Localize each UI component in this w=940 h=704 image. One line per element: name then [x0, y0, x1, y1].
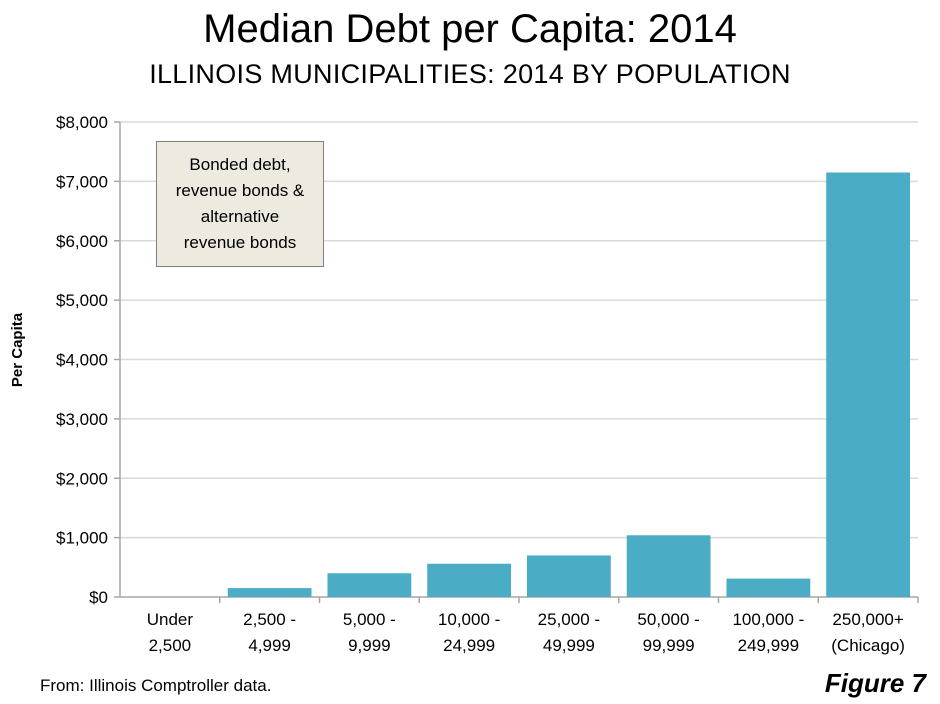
source-note: From: Illinois Comptroller data. [40, 676, 272, 695]
y-axis-label: Per Capita [9, 312, 26, 388]
y-tick-label: $8,000 [56, 113, 108, 132]
x-tick-label: Under 2,500 [147, 610, 194, 655]
x-tick-label: 10,000 -24,999 [438, 610, 500, 655]
x-tick-label: 25,000 -49,999 [538, 610, 600, 655]
x-tick-label: 2,500 -4,999 [243, 610, 296, 655]
y-tick-label: $2,000 [56, 469, 108, 488]
y-tick-label: $7,000 [56, 172, 108, 191]
bar [526, 555, 611, 597]
bar [227, 588, 312, 597]
y-tick-labels: $0 $1,000 $2,000 $3,000 $4,000 $5,000 $6,000 $7… [56, 113, 108, 607]
chart-annotation: Bonded debt, revenue bonds & alternative… [156, 141, 324, 267]
bar [626, 535, 711, 597]
y-tick-label: $3,000 [56, 410, 108, 429]
x-tick-label: 250,000+ (Chicago) [831, 610, 905, 655]
x-tick-label: 50,000 -99,999 [637, 610, 699, 655]
bar [427, 563, 512, 597]
x-tick-labels: Under 2,500 2,500 -4,999 5,000 -9,999 10,000… [147, 610, 905, 655]
bars [227, 172, 911, 597]
bar [327, 573, 412, 597]
y-tick-label: $4,000 [56, 351, 108, 370]
bar [826, 172, 911, 597]
x-tick-label: 5,000 -9,999 [343, 610, 396, 655]
x-tick-label: 100,000 -249,999 [732, 610, 804, 655]
figure-label: Figure 7 [824, 668, 926, 698]
y-tick-label: $0 [89, 588, 108, 607]
bar [726, 578, 811, 597]
chart-subtitle: ILLINOIS MUNICIPALITIES: 2014 BY POPULAT… [149, 59, 791, 89]
chart-title: Median Debt per Capita: 2014 [203, 7, 737, 51]
y-tick-label: $6,000 [56, 232, 108, 251]
y-tick-label: $1,000 [56, 529, 108, 548]
y-tick-label: $5,000 [56, 291, 108, 310]
